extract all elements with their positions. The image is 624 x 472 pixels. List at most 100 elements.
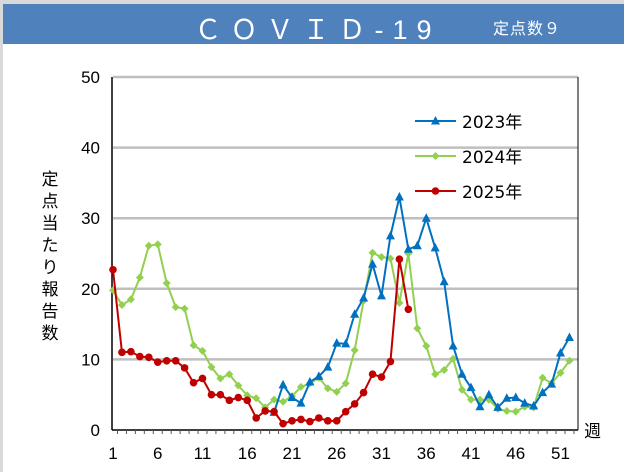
data-point xyxy=(305,376,315,386)
data-point xyxy=(144,241,153,250)
data-point xyxy=(279,397,288,406)
x-tick-label: 26 xyxy=(327,444,346,463)
data-point xyxy=(145,353,153,362)
y-tick-label: 20 xyxy=(81,280,100,299)
x-tick-label: 31 xyxy=(372,444,391,463)
data-point xyxy=(565,356,574,365)
data-point xyxy=(288,417,296,425)
data-point xyxy=(225,370,234,379)
data-point xyxy=(377,373,386,381)
x-tick-label: 21 xyxy=(283,444,302,463)
data-point xyxy=(153,240,162,249)
data-point xyxy=(189,341,198,350)
data-point xyxy=(403,244,413,253)
data-point xyxy=(278,379,288,389)
data-point xyxy=(162,357,171,365)
data-point xyxy=(430,242,440,252)
series-line-2023年 xyxy=(273,196,571,413)
data-point xyxy=(287,392,297,402)
data-point xyxy=(216,390,225,399)
data-point xyxy=(368,259,378,268)
data-point xyxy=(564,332,574,342)
data-point xyxy=(135,273,144,282)
data-point xyxy=(324,417,332,425)
data-point xyxy=(270,407,278,416)
legend-label: 2025年 xyxy=(462,183,522,203)
data-point xyxy=(341,338,351,348)
y-tick-label: 30 xyxy=(81,209,100,228)
y-axis-label: 定点当たり報告数 xyxy=(42,170,59,344)
legend-marker xyxy=(431,152,440,160)
data-point xyxy=(466,382,476,392)
data-point xyxy=(412,240,422,250)
data-point xyxy=(395,298,404,307)
chart-title: ＣＯＶＩＤ-19 xyxy=(194,15,441,45)
data-point xyxy=(529,400,539,410)
legend-marker xyxy=(431,116,440,125)
data-point xyxy=(385,230,395,240)
data-point xyxy=(252,394,261,403)
data-point xyxy=(448,340,458,350)
data-point xyxy=(467,395,475,404)
data-point xyxy=(198,346,207,355)
data-point xyxy=(162,279,171,288)
x-tick-label: 51 xyxy=(551,444,570,463)
x-tick-label: 41 xyxy=(462,444,481,463)
data-point xyxy=(386,357,395,366)
data-point xyxy=(413,324,422,333)
y-tick-label: 50 xyxy=(81,68,100,87)
data-point xyxy=(377,290,386,300)
data-point xyxy=(350,400,359,408)
legend-label: 2024年 xyxy=(462,148,522,168)
data-point xyxy=(350,309,360,318)
data-point xyxy=(171,357,180,365)
data-point xyxy=(180,304,189,313)
y-tick-label: 40 xyxy=(81,139,100,158)
data-point xyxy=(332,387,341,396)
data-point xyxy=(341,379,350,388)
data-point xyxy=(252,414,260,422)
data-point xyxy=(359,292,369,302)
data-point xyxy=(431,370,440,379)
data-point xyxy=(421,213,431,222)
legend-label: 2023年 xyxy=(462,113,522,133)
data-point xyxy=(422,341,431,350)
series-line-2025年 xyxy=(112,258,410,425)
data-point xyxy=(511,392,521,402)
data-point xyxy=(538,387,548,397)
x-tick-label: 46 xyxy=(506,444,525,463)
data-point xyxy=(332,417,341,425)
data-point xyxy=(547,379,557,388)
data-point xyxy=(306,417,314,426)
data-point xyxy=(136,352,144,361)
data-point xyxy=(475,401,485,411)
data-point xyxy=(243,396,252,405)
data-point xyxy=(126,295,135,304)
y-tick-label: 10 xyxy=(81,350,100,369)
data-point xyxy=(493,402,503,411)
data-point xyxy=(440,365,449,374)
data-point xyxy=(368,370,377,379)
data-point xyxy=(127,347,135,356)
data-point xyxy=(261,407,269,415)
data-point xyxy=(439,276,449,286)
sentinel-sites-count: 定点数９ xyxy=(493,19,562,38)
data-point xyxy=(198,374,207,383)
x-tick-label: 16 xyxy=(238,444,257,463)
data-point xyxy=(234,381,243,390)
legend-marker xyxy=(431,187,440,195)
data-point xyxy=(377,253,386,262)
data-point xyxy=(538,373,547,382)
data-point xyxy=(368,248,377,257)
data-point xyxy=(449,354,458,363)
data-point xyxy=(332,338,342,347)
x-tick-label: 36 xyxy=(417,444,436,463)
data-point xyxy=(315,414,323,422)
data-point xyxy=(323,362,333,371)
chart-panel xyxy=(3,4,624,472)
data-point xyxy=(225,396,234,405)
data-point xyxy=(395,255,404,263)
x-axis-label: 週 xyxy=(584,422,601,442)
series-line-2024年 xyxy=(112,243,571,413)
